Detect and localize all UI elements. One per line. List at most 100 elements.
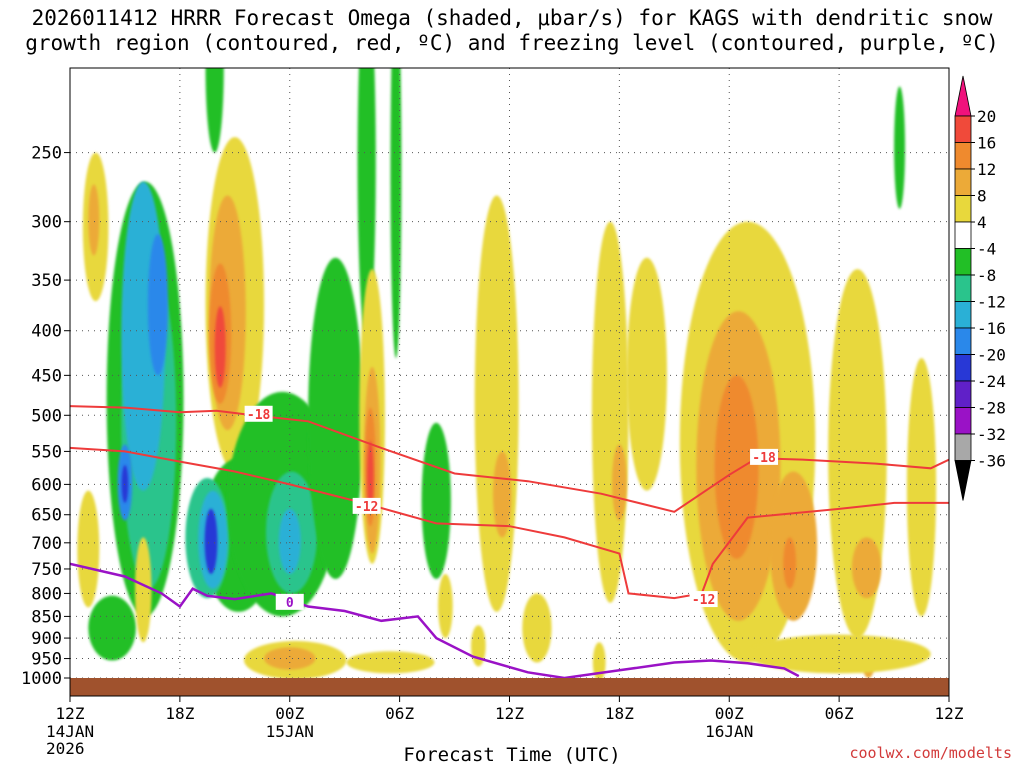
dgz-label-3-bg (689, 591, 718, 608)
x-tick-label-2: 00Z (275, 704, 304, 723)
omega-region-0 (77, 490, 100, 608)
y-tick-label-1000: 1000 (21, 669, 62, 689)
ground-surface (70, 678, 949, 696)
y-tick-label-750: 750 (31, 560, 62, 580)
omega-region-41 (592, 642, 606, 678)
colorbar-label-0: 20 (977, 107, 996, 126)
omega-region-3 (88, 595, 136, 661)
omega-region-39 (591, 221, 629, 603)
x-tick-label-7: 06Z (825, 704, 854, 723)
colorbar-swatch-12 (954, 407, 972, 435)
colorbar-label-3: 8 (977, 187, 987, 206)
x-tick-sublabel-2-0: 15JAN (266, 722, 314, 741)
freezing-level-label-bg (275, 593, 304, 610)
colorbar-swatch-4 (954, 195, 972, 223)
colorbar-label-13: -36 (977, 452, 1006, 471)
colorbar-swatch-10 (954, 354, 972, 382)
site-watermark: coolwx.com/modelts (849, 744, 1012, 762)
colorbar-label-4: 4 (977, 213, 987, 232)
chart-title-line-1: 2026011412 HRRR Forecast Omega (shaded, … (31, 6, 993, 30)
omega-region-36 (438, 573, 453, 639)
colorbar-label-8: -16 (977, 319, 1006, 338)
omega-region-26 (421, 422, 451, 579)
colorbar-label-2: 12 (977, 160, 996, 179)
y-tick-label-450: 450 (31, 366, 62, 386)
omega-region-23 (308, 257, 363, 579)
colorbar-swatch-6 (954, 248, 972, 276)
freezing-level-label: 0 (286, 596, 294, 611)
contour-lines: -18 -12 -18 -12 0 (70, 405, 949, 678)
colorbar-swatch-1 (954, 115, 972, 143)
y-tick-label-650: 650 (31, 506, 62, 526)
colorbar-swatch-9 (954, 327, 972, 355)
dgz-label-2: -18 (752, 451, 776, 466)
x-tick-label-1: 18Z (165, 704, 194, 723)
omega-region-32 (264, 647, 316, 670)
dgz-label-2-bg (750, 448, 779, 465)
x-tick-sublabel-0-1: 2026 (46, 739, 85, 758)
omega-region-30 (367, 440, 374, 512)
dgz-contour-1 (70, 446, 949, 600)
omega-shading (77, 68, 937, 678)
y-tick-label-500: 500 (31, 406, 62, 426)
x-tick-label-3: 06Z (385, 704, 414, 723)
omega-region-42 (626, 257, 667, 491)
colorbar-swatch-13 (954, 433, 972, 461)
grid-lines (69, 68, 950, 696)
dgz-label-1-bg (352, 497, 381, 514)
omega-region-53 (747, 634, 931, 674)
colorbar-swatch-5 (954, 221, 972, 249)
colorbar: 20 16 12 8 4 -4 -8 -12 -16 -20 -24 -28 -32 -36 (954, 75, 1006, 501)
colorbar-bottom-arrow (954, 460, 972, 501)
colorbar-label-7: -12 (977, 293, 1006, 312)
x-tick-sublabel-6-0: 16JAN (705, 722, 753, 741)
colorbar-label-12: -32 (977, 425, 1006, 444)
colorbar-swatch-7 (954, 274, 972, 302)
y-tick-label-700: 700 (31, 534, 62, 554)
omega-region-7 (147, 234, 168, 376)
x-tick-sublabel-0-0: 14JAN (46, 722, 94, 741)
y-tick-label-900: 900 (31, 629, 62, 649)
colorbar-label-6: -8 (977, 266, 996, 285)
freezing-level-contour (70, 562, 800, 678)
y-tick-label-300: 300 (31, 213, 62, 233)
y-tick-label-850: 850 (31, 607, 62, 627)
y-tick-label-350: 350 (31, 271, 62, 291)
colorbar-label-5: -4 (977, 240, 996, 259)
x-tick-label-8: 12Z (935, 704, 964, 723)
colorbar-swatch-11 (954, 380, 972, 408)
omega-region-22 (278, 508, 301, 574)
x-tick-label-4: 12Z (495, 704, 524, 723)
omega-region-10 (135, 537, 152, 643)
colorbar-swatch-2 (954, 142, 972, 170)
y-tick-label-950: 950 (31, 650, 62, 670)
omega-region-50 (906, 358, 937, 617)
dgz-label-3: -12 (692, 593, 715, 608)
omega-region-14 (214, 306, 226, 388)
x-tick-label-0: 12Z (56, 704, 85, 723)
omega-region-25 (390, 68, 402, 359)
omega-region-45 (714, 375, 759, 559)
y-tick-label-600: 600 (31, 475, 62, 495)
dgz-label-0-bg (244, 405, 273, 422)
omega-region-19 (204, 508, 218, 574)
dgz-label-0: -18 (247, 408, 271, 423)
dgz-label-1: -12 (355, 500, 378, 515)
dgz-contour-0 (70, 405, 949, 513)
y-tick-label-550: 550 (31, 442, 62, 462)
ground-strip (70, 678, 949, 696)
colorbar-swatch-8 (954, 301, 972, 329)
colorbar-top-arrow (954, 75, 972, 117)
omega-region-49 (851, 537, 882, 599)
omega-region-52 (894, 86, 906, 209)
omega-region-47 (783, 537, 797, 589)
x-axis-label: Forecast Time (UTC) (403, 744, 621, 766)
x-tick-label-5: 18Z (605, 704, 634, 723)
y-tick-label-800: 800 (31, 584, 62, 604)
omega-region-33 (346, 651, 435, 674)
omega-region-35 (493, 451, 512, 538)
x-tick-label-6: 00Z (715, 704, 744, 723)
y-tick-label-400: 400 (31, 322, 62, 342)
axes: 2503003504004505005506006507007508008509… (21, 144, 964, 758)
omega-region-15 (205, 68, 224, 153)
